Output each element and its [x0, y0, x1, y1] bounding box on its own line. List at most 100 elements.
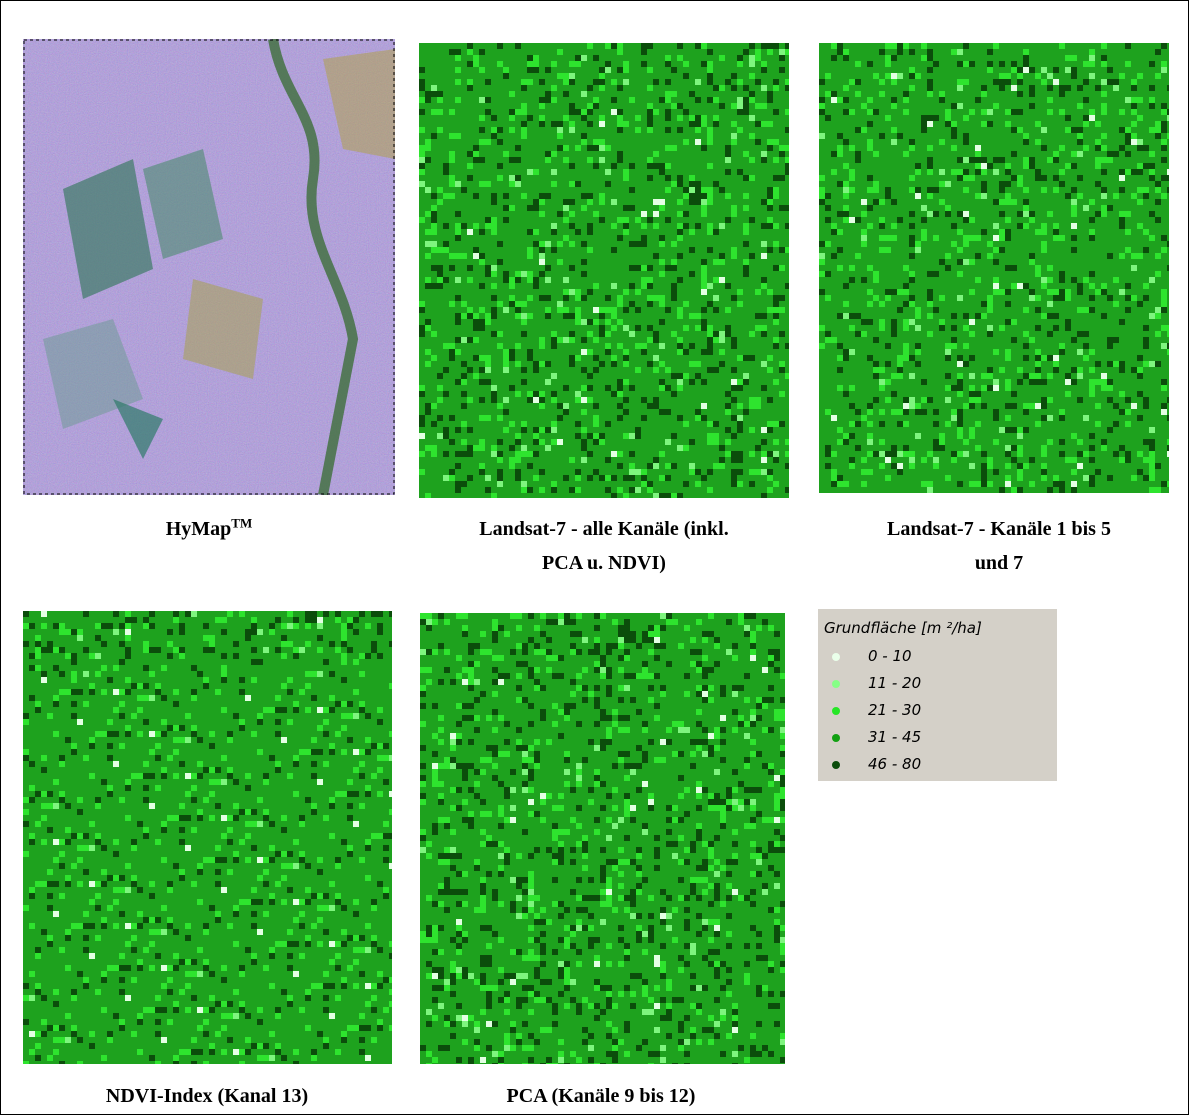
map-pixel: [779, 247, 785, 253]
map-pixel: [672, 1063, 678, 1064]
map-pixel: [690, 1027, 696, 1033]
map-pixel: [867, 409, 873, 415]
map-pixel: [1041, 79, 1047, 85]
map-pixel: [558, 967, 564, 973]
map-pixel: [593, 55, 599, 61]
map-pixel: [861, 199, 867, 205]
map-pixel: [59, 863, 65, 869]
map-pixel: [720, 685, 726, 691]
map-pixel: [293, 917, 299, 923]
map-pixel: [981, 313, 987, 319]
map-pixel: [909, 295, 915, 301]
map-pixel: [749, 427, 755, 433]
map-pixel: [915, 241, 921, 247]
map-pixel: [557, 415, 563, 421]
map-pixel: [731, 139, 737, 145]
map-pixel: [287, 1001, 293, 1007]
map-pixel: [708, 793, 714, 799]
map-pixel: [468, 1063, 474, 1064]
map-pixel: [1071, 187, 1077, 193]
map-pixel: [576, 919, 582, 925]
map-pixel: [1029, 457, 1035, 463]
map-pixel: [1005, 475, 1011, 481]
map-pixel: [179, 761, 185, 767]
map-pixel: [587, 397, 593, 403]
map-pixel: [1029, 91, 1035, 97]
map-pixel: [1143, 457, 1149, 463]
map-pixel: [720, 1051, 726, 1057]
map-pixel: [714, 895, 720, 901]
map-pixel: [221, 965, 227, 971]
map-pixel: [359, 761, 365, 767]
map-pixel: [981, 475, 987, 481]
map-pixel: [1035, 139, 1041, 145]
map-pixel: [1167, 415, 1169, 421]
map-pixel: [522, 781, 528, 787]
map-pixel: [606, 991, 612, 997]
map-pixel: [873, 397, 879, 403]
map-pixel: [527, 349, 533, 355]
map-pixel: [179, 623, 185, 629]
map-pixel: [545, 157, 551, 163]
map-pixel: [672, 907, 678, 913]
map-pixel: [47, 905, 53, 911]
map-pixel: [768, 727, 774, 733]
map-pixel: [749, 253, 755, 259]
map-pixel: [185, 815, 191, 821]
map-pixel: [593, 283, 599, 289]
map-pixel: [456, 925, 462, 931]
map-pixel: [837, 385, 843, 391]
map-pixel: [696, 931, 702, 937]
map-pixel: [1167, 115, 1169, 121]
map-pixel: [623, 61, 629, 67]
map-pixel: [593, 337, 599, 343]
map-pixel: [653, 151, 659, 157]
map-pixel: [450, 847, 456, 853]
map-pixel: [696, 877, 702, 883]
map-pixel: [915, 409, 921, 415]
map-pixel: [659, 409, 665, 415]
map-pixel: [761, 61, 767, 67]
map-pixel: [474, 793, 480, 799]
map-pixel: [707, 133, 713, 139]
map-pixel: [993, 223, 999, 229]
map-pixel: [1023, 61, 1029, 67]
map-pixel: [981, 451, 987, 457]
map-pixel: [599, 115, 605, 121]
map-pixel: [1011, 319, 1017, 325]
map-pixel: [77, 719, 83, 725]
map-pixel: [714, 931, 720, 937]
map-pixel: [600, 1063, 606, 1064]
map-pixel: [347, 617, 353, 623]
map-pixel: [744, 961, 750, 967]
map-pixel: [432, 967, 438, 973]
map-pixel: [939, 445, 945, 451]
map-pixel: [119, 911, 125, 917]
map-pixel: [945, 373, 951, 379]
map-pixel: [939, 169, 945, 175]
map-pixel: [767, 187, 773, 193]
map-pixel: [743, 175, 749, 181]
map-pixel: [732, 1021, 738, 1027]
map-pixel: [173, 689, 179, 695]
map-pixel: [629, 433, 635, 439]
map-pixel: [1131, 403, 1137, 409]
map-pixel: [558, 709, 564, 715]
map-pixel: [963, 241, 969, 247]
map-pixel: [951, 415, 957, 421]
map-pixel: [993, 79, 999, 85]
map-pixel: [539, 253, 545, 259]
map-pixel: [1059, 109, 1065, 115]
map-pixel: [1131, 169, 1137, 175]
map-pixel: [83, 833, 89, 839]
map-pixel: [528, 1033, 534, 1039]
map-pixel: [305, 863, 311, 869]
map-pixel: [575, 397, 581, 403]
map-pixel: [539, 97, 545, 103]
map-pixel: [197, 737, 203, 743]
map-pixel: [432, 925, 438, 931]
map-pixel: [564, 961, 570, 967]
map-pixel: [564, 757, 570, 763]
map-pixel: [29, 893, 35, 899]
map-pixel: [516, 853, 522, 859]
